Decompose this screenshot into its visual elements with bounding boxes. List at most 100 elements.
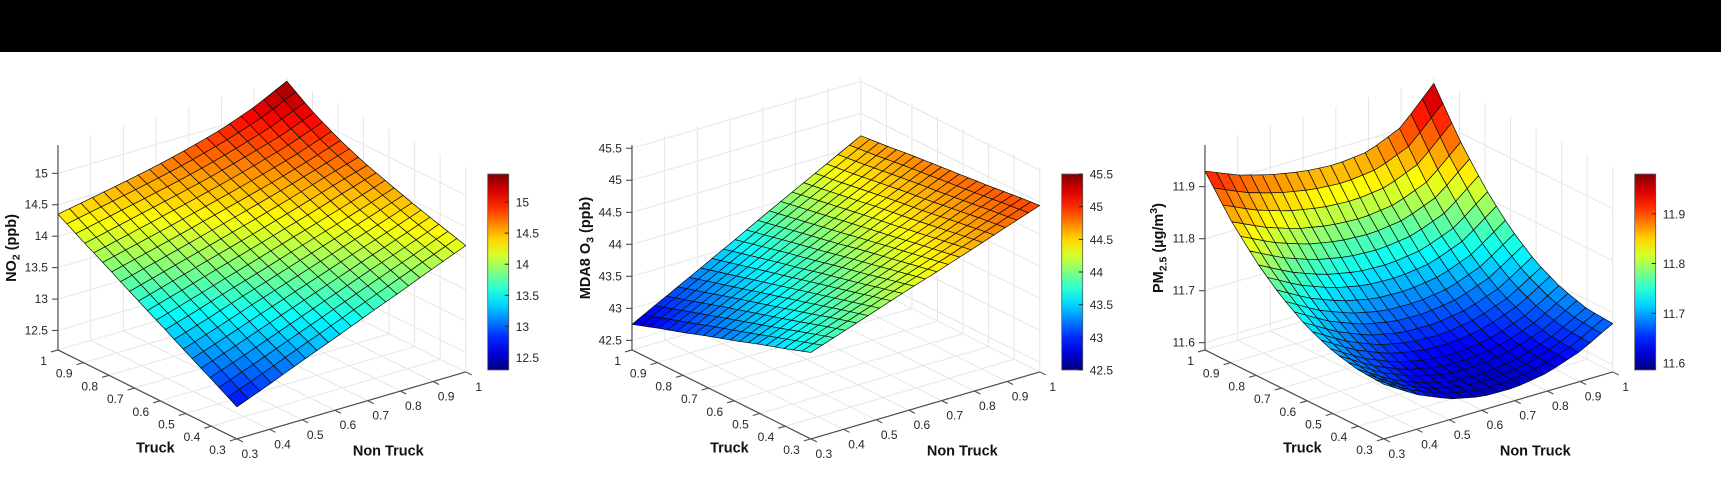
- surface-panel-no2: 0.3 0.4 0.5 0.6 0.7 0.8 0.9 1 0.3 0.4 0.5 0.6 0.7 0.8…: [0, 52, 574, 496]
- y-tick-label: 0.9: [56, 367, 73, 381]
- y-tick-label: 0.7: [681, 392, 698, 406]
- x-tick-label: 0.3: [815, 447, 832, 461]
- x-tick-label: 0.6: [1487, 418, 1504, 432]
- y-tick-label: 0.6: [1280, 405, 1297, 419]
- y-tick-label: 0.6: [133, 405, 150, 419]
- z-tick-label: 45: [608, 173, 622, 187]
- x-axis-label: Non Truck: [1500, 443, 1572, 459]
- y-tick-label: 0.3: [209, 443, 226, 457]
- no2-surface-plot: 0.3 0.4 0.5 0.6 0.7 0.8 0.9 1 0.3 0.4 0.5 0.6 0.7 0.8…: [4, 78, 540, 461]
- y-axis: 0.3 0.4 0.5 0.6 0.7 0.8 0.9 1: [1188, 349, 1385, 457]
- colorbar-tick-label: 45.5: [1089, 168, 1113, 182]
- colorbar: 42.5 43 43.5 44 44.5 45 45.5: [1060, 168, 1113, 377]
- y-axis-label: Truck: [710, 440, 750, 456]
- colorbar-tick-label: 45: [1089, 200, 1103, 214]
- colorbar-tick-label: 12.5: [516, 351, 540, 365]
- x-tick-label: 0.7: [372, 409, 389, 423]
- x-tick-label: 0.5: [1454, 428, 1471, 442]
- axis-labels: Truck Non Truck NO2​ (ppb): [4, 214, 425, 459]
- y-tick-label: 0.3: [1357, 443, 1374, 457]
- x-tick-label: 0.8: [405, 399, 422, 413]
- colorbar-tick-label: 44: [1089, 265, 1103, 279]
- x-tick-label: 0.9: [1011, 390, 1028, 404]
- y-tick-label: 0.8: [1229, 379, 1246, 393]
- z-tick-label: 14: [35, 229, 49, 243]
- x-tick-label: 1: [475, 380, 482, 394]
- z-tick-label: 43: [608, 301, 622, 315]
- colorbar: 11.6 11.7 11.8 11.9: [1634, 173, 1686, 370]
- x-tick-label: 0.4: [848, 437, 865, 451]
- colorbar-tick-label: 11.6: [1663, 356, 1686, 370]
- z-axis-label: MDA8 O3​ (ppb): [578, 197, 596, 300]
- colorbar-tick-label: 13.5: [516, 289, 540, 303]
- y-tick-label: 0.5: [1305, 418, 1322, 432]
- y-axis: 0.3 0.4 0.5 0.6 0.7 0.8 0.9 1: [614, 349, 811, 457]
- x-axis: 0.3 0.4 0.5 0.6 0.7 0.8 0.9 1: [236, 371, 482, 461]
- surface-mesh: [57, 80, 467, 408]
- x-tick-label: 1: [1049, 380, 1056, 394]
- mda8-o3-surface-plot: 0.3 0.4 0.5 0.6 0.7 0.8 0.9 1 0.3 0.4 0.5 0.6 0.7 0.8…: [578, 78, 1113, 461]
- x-tick-label: 0.4: [1422, 437, 1439, 451]
- y-tick-label: 1: [40, 354, 47, 368]
- x-tick-label: 0.7: [946, 409, 963, 423]
- z-tick-label: 13.5: [25, 261, 49, 275]
- surface-panel-pm25: 0.3 0.4 0.5 0.6 0.7 0.8 0.9 1 0.3 0.4 0.5 0.6 0.7 0.8…: [1147, 52, 1721, 496]
- y-axis-label: Truck: [136, 440, 176, 456]
- colorbar-tick-label: 15: [516, 196, 530, 210]
- colorbar-tick-label: 44.5: [1089, 233, 1113, 247]
- x-axis: 0.3 0.4 0.5 0.6 0.7 0.8 0.9 1: [1383, 371, 1630, 461]
- z-axis-label: PM2.5​ (µg/m3​): [1149, 203, 1169, 293]
- x-tick-label: 0.3: [242, 447, 259, 461]
- x-tick-label: 0.9: [438, 390, 455, 404]
- y-tick-label: 0.6: [706, 405, 723, 419]
- z-tick-label: 11.8: [1173, 232, 1196, 246]
- y-tick-label: 0.7: [1254, 392, 1271, 406]
- z-tick-label: 44.5: [598, 205, 622, 219]
- z-axis: 42.5 43 43.5 44 44.5 45 45.5: [598, 141, 633, 350]
- y-tick-label: 0.9: [1203, 367, 1220, 381]
- axis-labels: Truck Non Truck MDA8 O3​ (ppb): [578, 197, 999, 460]
- surface-panel-mda8-o3: 0.3 0.4 0.5 0.6 0.7 0.8 0.9 1 0.3 0.4 0.5 0.6 0.7 0.8…: [574, 52, 1148, 496]
- z-tick-label: 43.5: [598, 269, 622, 283]
- z-axis: 11.6 11.7 11.8 11.9: [1173, 145, 1206, 350]
- y-axis: 0.3 0.4 0.5 0.6 0.7 0.8 0.9 1: [40, 349, 238, 457]
- colorbar-tick-label: 43: [1089, 331, 1103, 345]
- y-tick-label: 0.4: [1331, 430, 1348, 444]
- x-tick-label: 0.6: [913, 418, 930, 432]
- y-tick-label: 0.4: [757, 430, 774, 444]
- y-axis-label: Truck: [1283, 440, 1323, 456]
- z-tick-label: 45.5: [598, 141, 622, 155]
- colorbar-tick-label: 43.5: [1089, 298, 1113, 312]
- x-tick-label: 0.9: [1585, 390, 1602, 404]
- pm25-surface-plot: 0.3 0.4 0.5 0.6 0.7 0.8 0.9 1 0.3 0.4 0.5 0.6 0.7 0.8…: [1149, 78, 1686, 461]
- z-axis: 12.5 13 13.5 14 14.5 15: [25, 145, 59, 350]
- x-tick-label: 0.8: [979, 399, 996, 413]
- colorbar-tick-label: 14: [516, 258, 530, 272]
- z-tick-label: 11.7: [1173, 284, 1196, 298]
- z-tick-label: 14.5: [25, 198, 49, 212]
- z-tick-label: 15: [35, 166, 49, 180]
- z-tick-label: 11.6: [1173, 336, 1196, 350]
- colorbar-tick-label: 11.8: [1663, 257, 1686, 271]
- y-tick-label: 0.5: [732, 418, 749, 432]
- z-tick-label: 44: [608, 237, 622, 251]
- colorbar-tick-label: 14.5: [516, 227, 540, 241]
- x-tick-label: 0.6: [340, 418, 357, 432]
- x-tick-label: 0.3: [1389, 447, 1406, 461]
- x-axis-label: Non Truck: [927, 443, 999, 459]
- y-tick-label: 0.7: [107, 392, 124, 406]
- y-tick-label: 0.5: [158, 418, 175, 432]
- z-tick-label: 12.5: [25, 323, 49, 337]
- x-axis-label: Non Truck: [353, 443, 425, 459]
- surface-mesh: [631, 135, 1040, 353]
- top-black-bar: [0, 0, 1721, 52]
- colorbar-tick-label: 11.7: [1663, 307, 1686, 321]
- y-tick-label: 1: [1188, 354, 1195, 368]
- x-tick-label: 0.4: [274, 437, 291, 451]
- z-tick-label: 13: [35, 292, 49, 306]
- x-tick-label: 0.7: [1520, 409, 1537, 423]
- surface-mesh: [1204, 82, 1614, 400]
- x-tick-label: 0.8: [1552, 399, 1569, 413]
- colorbar-tick-label: 11.9: [1663, 207, 1686, 221]
- colorbar: 12.5 13 13.5 14 14.5 15: [487, 173, 540, 371]
